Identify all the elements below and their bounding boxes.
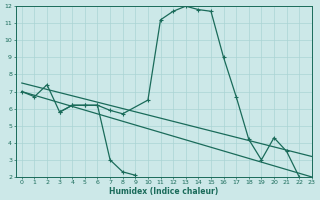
X-axis label: Humidex (Indice chaleur): Humidex (Indice chaleur) xyxy=(109,187,218,196)
